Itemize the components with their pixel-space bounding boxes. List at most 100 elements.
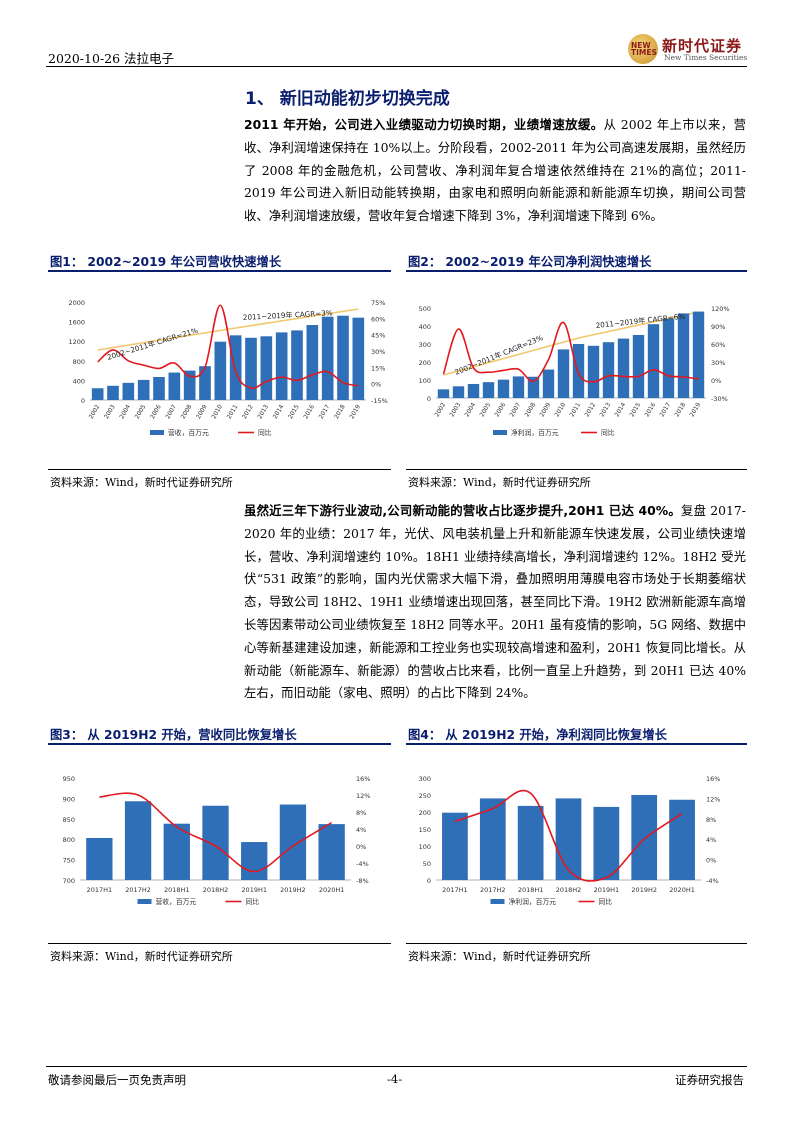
- bar: [86, 837, 113, 880]
- bar: [153, 376, 165, 400]
- x-tick-label: 2002: [434, 401, 448, 418]
- y-right-tick-label: 60%: [711, 341, 725, 349]
- y-right-tick-label: 0%: [356, 843, 366, 851]
- x-tick-label: 2005: [134, 403, 148, 420]
- y-left-tick-label: 300: [419, 775, 431, 783]
- bar: [587, 345, 600, 398]
- cagr-trend-line: [443, 311, 699, 376]
- footer-report-type: 证券研究报告: [675, 1073, 744, 1087]
- x-tick-label: 2004: [118, 403, 132, 420]
- x-tick-label: 2019H1: [594, 886, 620, 894]
- x-tick-label: 2018H1: [164, 886, 190, 894]
- bar: [183, 370, 196, 400]
- x-tick-label: 2006: [149, 403, 163, 420]
- x-tick-label: 2013: [256, 403, 270, 420]
- bar: [479, 798, 506, 880]
- x-tick-label: 2017H2: [480, 886, 506, 894]
- figure-3-svg: 700 750 800 850 900 950 -8% -4% 0% 4% 8% 12% 16% 2017…: [63, 775, 371, 906]
- bar: [662, 318, 675, 398]
- figure-2-chart: 0 100 200 300 400 500 -30% 0% 30% 60% 90% 120% 2002 2…: [406, 290, 747, 454]
- legend-bar-label: 营收，百万元: [168, 428, 209, 437]
- bar: [632, 335, 645, 398]
- figure-2-source-rule: [406, 469, 747, 470]
- x-tick-label: 2018H1: [518, 886, 544, 894]
- figure-2-title-rule: [406, 270, 747, 272]
- bar: [275, 332, 288, 400]
- bar: [91, 388, 104, 400]
- y-right-tick-label: 4%: [706, 836, 716, 844]
- bar: [512, 376, 525, 398]
- y-right-tick-label: -15%: [371, 397, 388, 405]
- legend-bar-swatch: [150, 430, 164, 435]
- x-tick-label: 2009: [195, 403, 209, 420]
- figure-4-source-rule: [406, 943, 747, 944]
- x-tick-label: 2011: [569, 401, 583, 418]
- y-right-tick-label: 120%: [711, 305, 730, 313]
- x-tick-label: 2007: [164, 403, 178, 420]
- x-tick-label: 2003: [449, 401, 463, 418]
- bar: [482, 382, 495, 398]
- legend-bar-swatch: [490, 899, 505, 904]
- y-left-tick-label: 950: [63, 775, 75, 783]
- y-right-tick-label: 30%: [371, 348, 385, 356]
- x-tick-label: 2010: [210, 403, 224, 420]
- y-right-tick-label: 0%: [371, 381, 381, 389]
- figure-3-title-rule: [48, 743, 391, 745]
- x-tick-label: 2002: [88, 403, 102, 420]
- y-right-tick-label: 8%: [706, 816, 716, 824]
- x-tick-label: 2017H1: [87, 886, 113, 894]
- y-right-tick-label: 75%: [371, 299, 385, 307]
- x-tick-label: 2010: [554, 401, 568, 418]
- x-tick-label: 2020H1: [669, 886, 695, 894]
- x-tick-label: 2019H2: [280, 886, 306, 894]
- figure-1-chart: 0 400 800 1200 1600 2000 -15% 0% 15% 30% 45% 60% 75%…: [48, 290, 391, 454]
- y-right-tick-label: 8%: [356, 809, 366, 817]
- figure-4-title: 图4： 从 2019H2 开始，净利润同比恢复增长: [408, 728, 667, 742]
- paragraph-2-lead: 虽然近三年下游行业波动,公司新动能的营收占比逐步提升,20H1 已达 40%。: [244, 503, 681, 518]
- x-tick-label: 2011: [226, 403, 240, 420]
- y-right-tick-label: 16%: [356, 775, 370, 783]
- x-tick-label: 2013: [599, 401, 613, 418]
- y-left-tick-label: 50: [423, 860, 431, 868]
- header-date-company: 2020-10-26 法拉电子: [48, 51, 175, 66]
- y-left-tick-label: 0: [81, 397, 85, 405]
- y-left-tick-label: 200: [419, 359, 431, 367]
- x-tick-label: 2015: [629, 401, 643, 418]
- y-right-tick-label: 45%: [371, 332, 385, 340]
- figure-4-source: 资料来源：Wind，新时代证券研究所: [408, 950, 591, 963]
- figure-1-svg: 0 400 800 1200 1600 2000 -15% 0% 15% 30% 45% 60% 75%…: [68, 299, 388, 437]
- bar: [555, 798, 582, 880]
- bar: [122, 382, 135, 400]
- legend-bar-label: 净利润，百万元: [511, 428, 559, 437]
- y-right-tick-label: 15%: [371, 364, 385, 372]
- bar: [279, 804, 307, 880]
- bar: [245, 337, 257, 400]
- bar: [452, 386, 465, 398]
- figure-1-title: 图1： 2002~2019 年公司营收快速增长: [50, 255, 282, 269]
- y-right-tick-label: 12%: [356, 792, 370, 800]
- y-left-tick-label: 150: [419, 826, 431, 834]
- y-right-tick-label: 90%: [711, 323, 725, 331]
- legend-bar-swatch: [493, 430, 507, 435]
- figure-3-chart: 700 750 800 850 900 950 -8% -4% 0% 4% 8% 12% 16% 2017…: [48, 766, 391, 920]
- bar: [107, 385, 119, 400]
- y-left-tick-label: 400: [419, 323, 431, 331]
- x-tick-label: 2019H1: [241, 886, 267, 894]
- y-left-tick-label: 700: [63, 877, 75, 885]
- bar: [260, 336, 273, 400]
- logo-mark-text: NEW TIMES: [631, 41, 657, 57]
- bar: [318, 824, 345, 880]
- x-tick-label: 2017H2: [125, 886, 151, 894]
- y-right-tick-label: 0%: [706, 857, 716, 865]
- bar: [199, 366, 211, 400]
- figure-4-title-rule: [406, 743, 747, 745]
- bar: [352, 317, 365, 400]
- y-right-tick-label: 30%: [711, 359, 725, 367]
- bar: [497, 379, 510, 398]
- y-left-tick-label: 500: [419, 305, 431, 313]
- figure-4-chart: 0 50 100 150 200 250 300 -4% 0% 4% 8% 12% 16% 2017H1 2…: [406, 766, 747, 920]
- x-tick-label: 2018H2: [203, 886, 229, 894]
- x-tick-label: 2018: [333, 403, 347, 420]
- bar: [677, 313, 690, 398]
- bar: [168, 372, 181, 400]
